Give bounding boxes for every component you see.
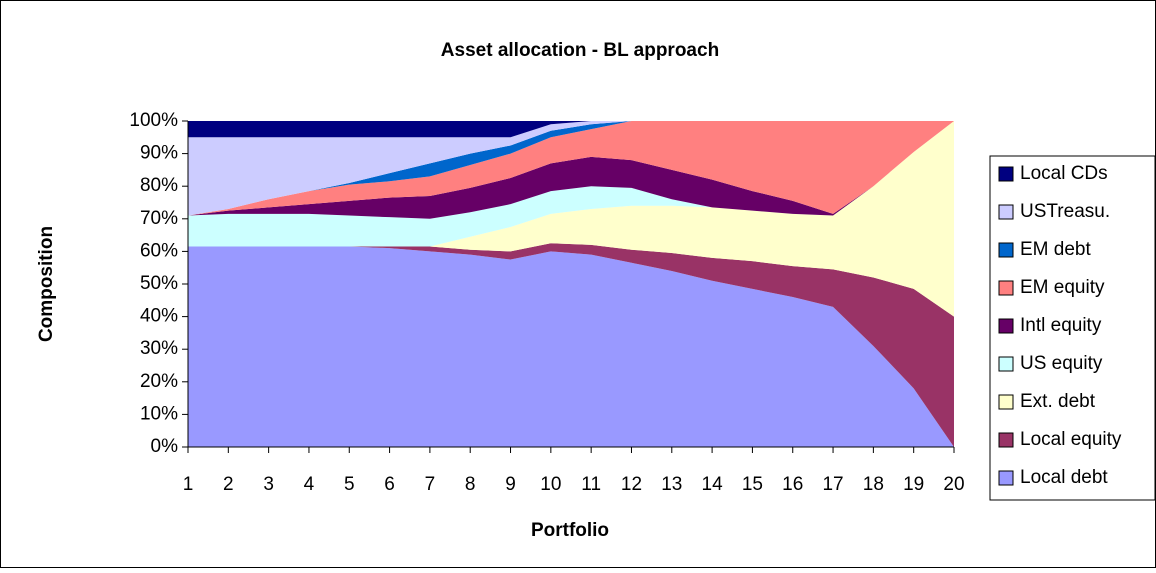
x-tick-label: 1 (183, 474, 194, 495)
y-tick-label: 90% (140, 143, 178, 164)
legend-label: USTreasu. (1020, 201, 1110, 222)
legend-label: EM debt (1020, 239, 1091, 260)
x-tick-label: 15 (742, 474, 763, 495)
y-tick-label: 30% (140, 338, 178, 359)
x-tick-label: 16 (782, 474, 803, 495)
legend-swatch (998, 432, 1014, 448)
x-tick-label: 4 (304, 474, 315, 495)
y-tick-label: 100% (129, 110, 178, 131)
area (188, 121, 954, 138)
x-tick-label: 20 (943, 474, 964, 495)
legend-label: Local CDs (1020, 163, 1108, 184)
y-axis-label: Composition (36, 226, 57, 342)
legend-label: US equity (1020, 353, 1103, 374)
legend-label: Intl equity (1020, 315, 1102, 336)
x-tick-label: 11 (581, 474, 601, 495)
legend-label: Ext. debt (1020, 391, 1096, 412)
legend-box (989, 155, 1156, 501)
x-tick-label: 14 (702, 474, 724, 495)
x-tick-label: 9 (505, 474, 516, 495)
y-tick-label: 80% (140, 175, 178, 196)
legend-swatch (998, 470, 1014, 486)
legend-swatch (998, 204, 1014, 220)
area (188, 121, 954, 216)
x-tick-label: 10 (540, 474, 561, 495)
legend-swatch (998, 166, 1014, 182)
legend-swatch (998, 318, 1014, 334)
y-tick-label: 60% (140, 240, 178, 261)
area (188, 246, 954, 447)
y-tick-label: 20% (140, 371, 178, 392)
y-tick-label: 40% (140, 306, 178, 327)
area (188, 121, 954, 219)
legend-swatch (998, 242, 1014, 258)
x-axis-label: Portfolio (531, 520, 609, 541)
area (188, 121, 954, 247)
legend-swatch (998, 280, 1014, 296)
area (188, 121, 954, 317)
x-tick-label: 17 (822, 474, 843, 495)
x-tick-label: 18 (863, 474, 884, 495)
legend-swatch (998, 356, 1014, 372)
legend-label: Local equity (1020, 429, 1122, 450)
x-tick-label: 2 (223, 474, 234, 495)
y-tick-label: 10% (140, 403, 178, 424)
area (188, 121, 954, 216)
y-tick-label: 50% (140, 273, 178, 294)
y-tick-label: 70% (140, 208, 178, 229)
legend-label: Local debt (1020, 467, 1108, 488)
x-tick-label: 19 (903, 474, 924, 495)
x-tick-label: 7 (425, 474, 436, 495)
legend-label: EM equity (1020, 277, 1105, 298)
x-tick-label: 13 (661, 474, 682, 495)
y-tick-label: 0% (151, 436, 179, 457)
x-tick-label: 5 (344, 474, 355, 495)
x-tick-label: 8 (465, 474, 476, 495)
x-tick-label: 3 (263, 474, 274, 495)
x-tick-label: 12 (621, 474, 642, 495)
x-tick-label: 6 (384, 474, 395, 495)
chart-title: Asset allocation - BL approach (441, 40, 719, 61)
legend-swatch (998, 394, 1014, 410)
